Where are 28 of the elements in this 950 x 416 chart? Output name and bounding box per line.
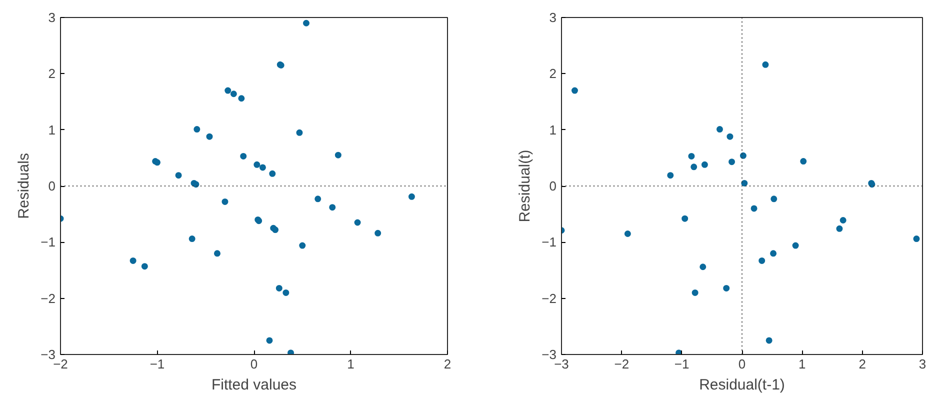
- y-tick-label: −2: [542, 290, 557, 306]
- y-tick-label: 3: [549, 10, 557, 25]
- x-tick-label: −1: [150, 356, 165, 372]
- y-tick-label: −3: [40, 347, 56, 362]
- x-tick-label: 0: [250, 356, 258, 372]
- x-tick-label: 2: [858, 356, 866, 372]
- y-tick-label: 0: [48, 178, 56, 194]
- y-tick-label: 1: [549, 122, 557, 138]
- y-tick-label: 3: [48, 10, 56, 25]
- x-axis-title: Fitted values: [211, 376, 297, 394]
- y-tick-label: 1: [48, 122, 56, 138]
- y-tick-label: −3: [542, 347, 557, 362]
- y-tick-label: −1: [40, 234, 56, 250]
- x-tick-label: 0: [738, 356, 746, 372]
- x-tick-label: 1: [798, 356, 806, 372]
- y-axis-title: Residuals: [16, 153, 33, 219]
- x-tick-label: −1: [674, 356, 690, 372]
- x-tick-label: −2: [614, 356, 630, 372]
- y-tick-label: 2: [549, 66, 557, 82]
- y-tick-label: 0: [549, 178, 557, 194]
- x-tick-label: 2: [444, 356, 452, 372]
- y-tick-label: 2: [48, 66, 56, 82]
- x-axis-title: Residual(t-1): [699, 376, 785, 394]
- x-tick-label: 1: [347, 356, 354, 372]
- x-tick-label: 3: [918, 356, 926, 372]
- y-tick-label: −2: [40, 290, 56, 306]
- y-tick-label: −1: [542, 234, 557, 250]
- y-axis-title: Residual(t): [516, 150, 534, 222]
